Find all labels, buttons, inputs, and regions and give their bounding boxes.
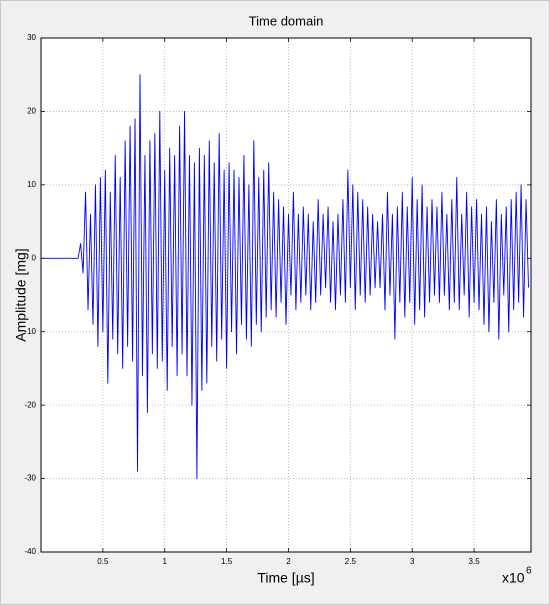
y-tick-label: -30 [24,474,36,483]
plot-area [41,38,531,552]
x-tick-label: 2.5 [345,557,357,566]
x-tick-label: 0.5 [97,557,109,566]
y-tick-label: -10 [24,327,36,336]
y-tick-label: 10 [27,180,36,189]
x-tick-label: 3.5 [469,557,481,566]
x-axis-label: Time [µs] [257,570,314,586]
y-tick-label: -40 [24,547,36,556]
plot-frame [40,37,532,553]
x-tick-label: 1 [163,557,168,566]
x-multiplier: x10 [502,570,525,586]
x-tick-label: 3 [410,557,415,566]
marks [41,74,529,480]
x-tick-label: 2 [286,557,291,566]
y-axis-label: Amplitude [mg] [13,248,29,341]
y-tick-label: 0 [32,253,37,262]
x-exponent: 6 [526,566,532,577]
y-tick-label: 20 [27,107,36,116]
chart-title: Time domain [249,13,324,28]
y-tick-label: 30 [27,33,36,42]
tick-labels: -40 -30 -20 -10 0 10 20 30 0.5 1 1.5 2 2.5 3 3.5 [24,33,480,566]
x-tick-label: 1.5 [221,557,233,566]
signal-line [41,74,529,480]
y-tick-label: -20 [24,400,36,409]
